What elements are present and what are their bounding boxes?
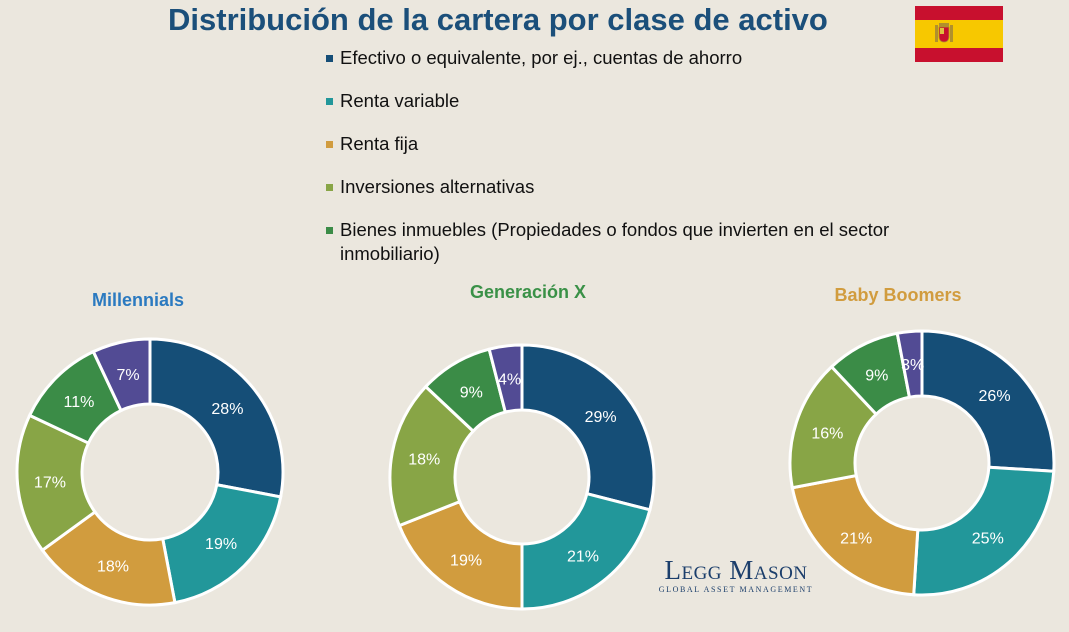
data-label-other: 4% [498,371,521,388]
legend-swatch [326,98,333,105]
legend-swatch [326,55,333,62]
legend-item-fixed-income: Renta fija [322,132,962,156]
legend-item-alternatives: Inversiones alternativas [322,175,962,199]
legend-item-equity: Renta variable [322,89,962,113]
group-label-generacion-x: Generación X [469,282,587,302]
group-label-baby-boomers: Baby Boomers [834,285,962,305]
slice-equity [912,465,1056,597]
spain-flag-icon [915,6,1003,62]
legend-label: Renta variable [340,90,460,111]
donut-baby-boomers: 26% 25% 21% 16% 9% 3% [788,329,1056,597]
data-label-other: 3% [901,357,924,374]
flag-stripe-top [915,6,1003,20]
data-label-real-estate: 11% [64,394,95,411]
slice-equity [160,482,283,605]
data-label-equity: 25% [972,531,1004,548]
data-label-other: 7% [117,367,140,384]
donut-millennials: 28% 19% 18% 17% 11% 7% [15,337,285,607]
data-label-alternatives: 17% [34,474,66,491]
data-label-cash: 29% [585,409,617,426]
slice-equity [520,491,652,611]
data-label-fixed-income: 21% [840,531,872,548]
flag-stripe-middle [915,20,1003,48]
legend-item-real-estate: Bienes inmuebles (Propiedades o fondos q… [322,218,962,266]
slice-fixed-income [397,499,524,611]
coat-of-arms-icon [935,23,953,43]
slice-cash [520,343,656,512]
legend-label: Bienes inmuebles (Propiedades o fondos q… [340,219,890,264]
data-label-equity: 21% [567,549,599,566]
data-label-alternatives: 16% [811,425,843,442]
chart-title: Distribución de la cartera por clase de … [168,2,828,37]
donut-generaci-n-x: 29% 21% 19% 18% 9% 4% [388,343,656,611]
data-label-alternatives: 18% [408,451,440,468]
legend-label: Renta fija [340,133,419,154]
slice-fixed-income [790,473,920,597]
slice-cash [148,337,285,499]
logo-name: Legg Mason [664,555,808,585]
data-label-cash: 28% [211,401,243,418]
flag-stripe-bottom [915,48,1003,62]
data-label-real-estate: 9% [865,367,888,384]
legend-label: Inversiones alternativas [340,176,535,197]
logo-subtitle: Global Asset Management [658,585,814,594]
data-label-fixed-income: 19% [450,552,482,569]
data-label-real-estate: 9% [460,384,483,401]
legend-swatch [326,184,333,191]
legend-swatch [326,141,333,148]
slice-other [895,329,924,399]
slice-other [91,337,152,413]
legend: Efectivo o equivalente, por ej., cuentas… [322,46,962,285]
slice-cash [920,329,1056,473]
legend-label: Efectivo o equivalente, por ej., cuentas… [340,47,743,68]
data-label-fixed-income: 18% [97,558,129,575]
data-label-equity: 19% [205,536,237,553]
legg-mason-logo: Legg Mason Global Asset Management [656,556,816,594]
legend-swatch [326,227,333,234]
data-label-cash: 26% [979,388,1011,405]
legend-item-cash: Efectivo o equivalente, por ej., cuentas… [322,46,962,70]
group-label-millennials: Millennials [91,290,185,310]
slice-other [487,343,524,414]
